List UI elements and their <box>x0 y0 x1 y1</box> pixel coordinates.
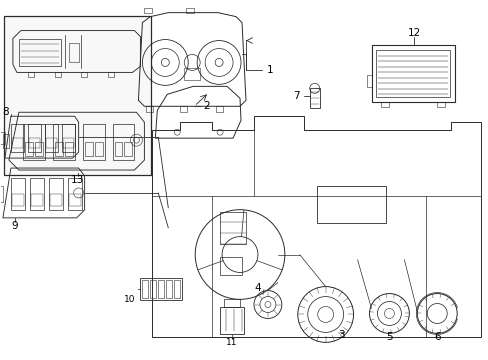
Bar <box>28 124 41 152</box>
Text: 13: 13 <box>71 175 84 185</box>
Bar <box>140 278 182 300</box>
Bar <box>12 138 23 148</box>
Text: 5: 5 <box>386 332 392 342</box>
Text: 1: 1 <box>266 66 273 76</box>
Bar <box>23 124 45 160</box>
Bar <box>50 194 61 206</box>
Bar <box>224 298 240 306</box>
Text: 11: 11 <box>226 338 237 347</box>
Bar <box>62 138 74 148</box>
Text: 4: 4 <box>254 283 261 293</box>
Bar <box>84 142 92 156</box>
Bar <box>220 257 242 275</box>
Text: 10: 10 <box>123 295 135 304</box>
Bar <box>68 42 79 62</box>
Bar <box>94 142 102 156</box>
Bar <box>82 124 104 160</box>
Bar <box>68 194 81 206</box>
Bar <box>49 178 62 210</box>
Bar <box>166 280 172 298</box>
Bar <box>381 102 388 107</box>
Bar <box>46 138 57 148</box>
Text: 7: 7 <box>293 91 300 101</box>
Bar <box>31 194 42 206</box>
Text: 6: 6 <box>433 332 440 342</box>
Text: 9: 9 <box>12 221 18 231</box>
Bar <box>220 212 245 244</box>
Bar <box>158 280 164 298</box>
Bar <box>371 45 454 102</box>
Text: 3: 3 <box>338 330 344 341</box>
Bar <box>64 142 73 156</box>
Bar <box>112 124 134 160</box>
Bar <box>53 124 75 160</box>
Bar <box>29 138 40 148</box>
Bar <box>220 306 244 334</box>
Text: 2: 2 <box>203 101 209 111</box>
Bar <box>55 142 62 156</box>
Bar <box>19 39 61 67</box>
Bar <box>316 185 386 224</box>
Bar <box>174 280 180 298</box>
Bar <box>366 75 371 87</box>
Bar <box>67 178 81 210</box>
Text: 12: 12 <box>407 28 420 37</box>
Bar <box>35 142 42 156</box>
Bar <box>11 178 25 210</box>
Bar <box>309 88 319 108</box>
Bar <box>124 142 132 156</box>
Bar <box>114 142 122 156</box>
Bar <box>45 124 58 152</box>
Bar <box>376 50 449 97</box>
Bar <box>61 124 75 152</box>
Bar <box>142 280 148 298</box>
Bar <box>436 102 444 107</box>
Text: 8: 8 <box>2 107 9 117</box>
Bar <box>30 178 44 210</box>
Bar <box>12 194 24 206</box>
Bar <box>11 124 24 152</box>
Bar <box>4 15 151 175</box>
Bar <box>184 68 200 80</box>
Bar <box>25 142 33 156</box>
Bar <box>150 280 156 298</box>
